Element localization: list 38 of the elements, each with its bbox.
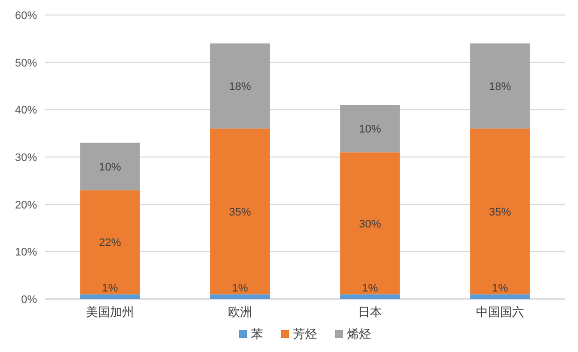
bar <box>340 104 400 152</box>
y-tick-label: 0% <box>21 294 38 306</box>
bar <box>210 43 270 129</box>
x-tick-label: 欧洲 <box>228 305 252 319</box>
bar <box>80 294 140 299</box>
bar <box>80 142 140 190</box>
data-label: 22% <box>98 237 122 250</box>
data-label: 1% <box>102 282 118 294</box>
bar <box>340 294 400 299</box>
bar <box>210 128 270 294</box>
y-tick-label: 20% <box>14 199 38 212</box>
bar <box>470 128 530 294</box>
legend-label: 苯 <box>251 327 263 341</box>
data-label: 18% <box>228 81 252 93</box>
y-tick-label: 30% <box>14 152 38 164</box>
y-tick-label: 50% <box>14 57 38 70</box>
x-tick-label: 中国国六 <box>476 305 524 319</box>
data-label: 35% <box>228 206 252 218</box>
data-label: 18% <box>488 81 512 93</box>
legend-label: 烯烃 <box>347 327 371 341</box>
bar <box>470 294 530 299</box>
data-label: 30% <box>358 218 382 230</box>
y-tick-label: 10% <box>14 246 38 259</box>
data-label: 35% <box>488 206 512 218</box>
bar <box>470 43 530 129</box>
data-label: 1% <box>362 282 378 294</box>
x-tick-label: 日本 <box>358 305 382 319</box>
data-label: 1% <box>492 282 508 294</box>
y-tick-label: 60% <box>14 10 38 22</box>
bar <box>80 190 140 294</box>
legend-label: 芳烃 <box>293 327 317 341</box>
bar <box>340 152 400 294</box>
y-tick-label: 40% <box>14 104 38 117</box>
data-label: 10% <box>358 124 382 136</box>
data-label: 1% <box>232 282 248 294</box>
x-tick-label: 美国加州 <box>86 305 134 319</box>
data-label: 10% <box>98 161 122 174</box>
bar <box>210 294 270 299</box>
